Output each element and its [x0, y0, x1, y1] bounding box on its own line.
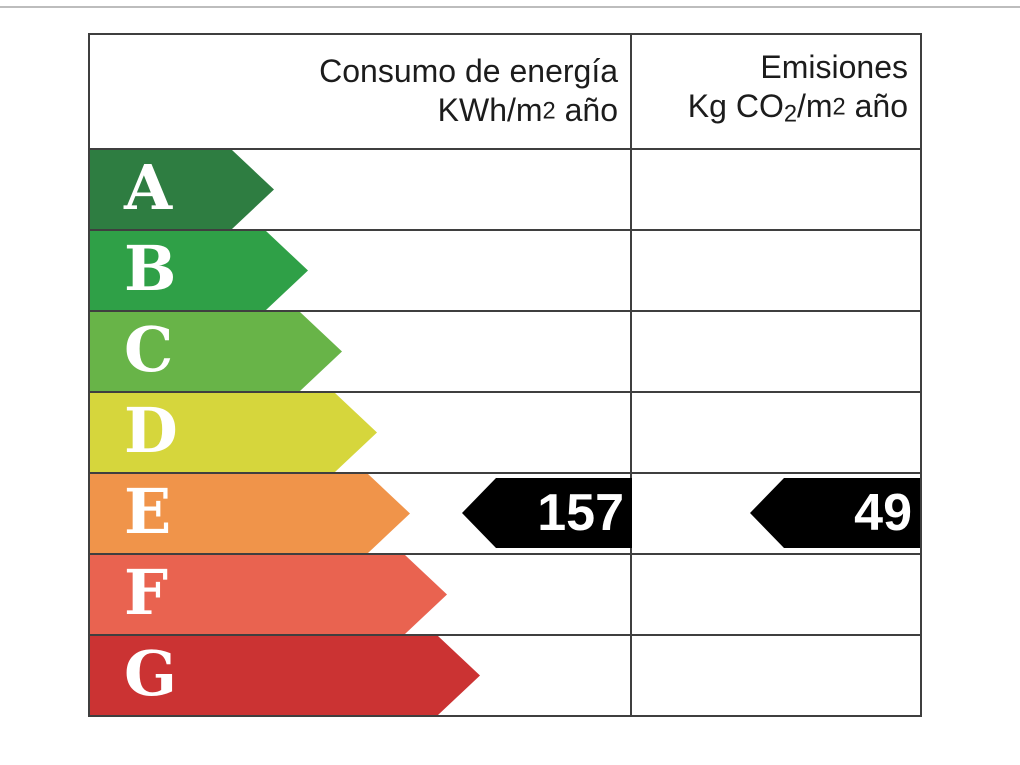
rating-letter-b: B — [124, 231, 177, 305]
rating-letter-f: F — [124, 555, 169, 629]
table-header: Consumo de energía KWh/m2 año Emisiones … — [90, 35, 920, 150]
emissions-header-line2: Kg CO2/m2 año — [687, 88, 908, 128]
rating-row-b: B — [90, 229, 920, 310]
rating-row-e: E — [90, 472, 920, 553]
consumption-header-line1: Consumo de energía — [319, 52, 618, 89]
rating-bar-a: A — [90, 150, 274, 229]
rating-rows: A B C D E — [90, 150, 920, 715]
rating-letter-g: G — [124, 636, 177, 710]
rating-letter-c: C — [124, 312, 174, 386]
consumption-value: 157 — [537, 484, 624, 542]
rating-letter-d: D — [124, 393, 178, 467]
rating-bar-e: E — [90, 474, 410, 553]
top-divider-line — [0, 6, 1020, 8]
consumption-column-header: Consumo de energía KWh/m2 año — [90, 35, 632, 148]
rating-row-f: F — [90, 553, 920, 634]
rating-letter-a: A — [124, 150, 173, 224]
rating-bar-b: B — [90, 231, 308, 310]
rating-row-d: D — [90, 391, 920, 472]
rating-letter-e: E — [124, 474, 172, 548]
rating-row-a: A — [90, 150, 920, 229]
rating-row-g: G — [90, 634, 920, 715]
rating-bar-c: C — [90, 312, 342, 391]
rating-table: Consumo de energía KWh/m2 año Emisiones … — [88, 33, 922, 717]
rating-row-c: C — [90, 310, 920, 391]
rating-bar-f: F — [90, 555, 447, 634]
emissions-header-line1: Emisiones — [760, 49, 908, 86]
consumption-header-line2: KWh/m2 año — [437, 91, 618, 128]
rating-bar-g: G — [90, 636, 480, 715]
consumption-value-arrow: 157 — [462, 478, 632, 548]
emissions-value-arrow: 49 — [750, 478, 920, 548]
column-divider-line — [630, 35, 632, 715]
rating-bar-d: D — [90, 393, 377, 472]
emissions-column-header: Emisiones Kg CO2/m2 año — [632, 35, 920, 148]
emissions-value: 49 — [854, 484, 912, 542]
